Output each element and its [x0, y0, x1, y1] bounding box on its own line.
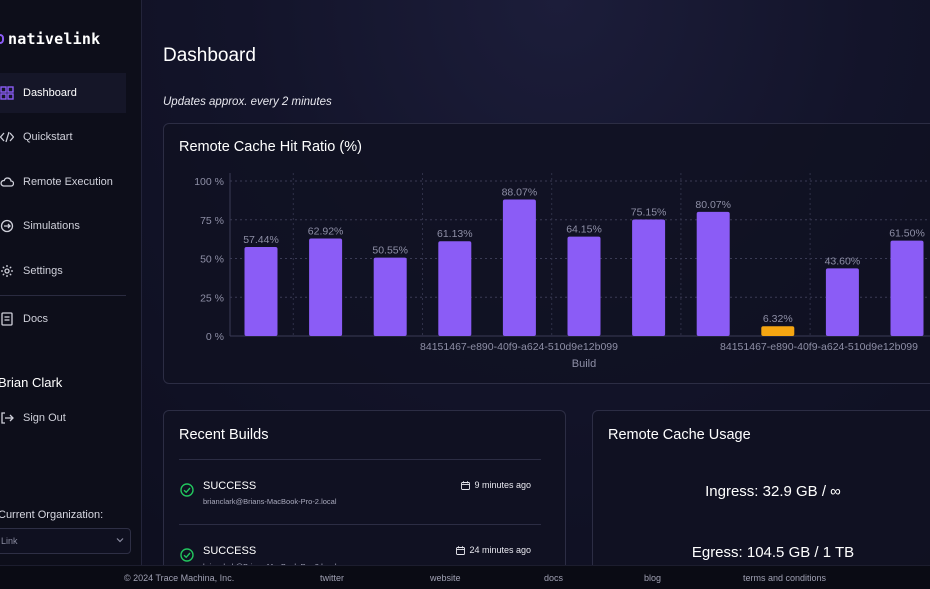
grid-icon — [0, 86, 14, 100]
page-title: Dashboard — [163, 45, 256, 66]
chart-bar — [309, 238, 343, 336]
logo-icon — [0, 34, 4, 44]
user-name: Brian Clark — [0, 375, 63, 390]
egress-value: Egress: 104.5 GB / 1 TB — [691, 544, 855, 561]
sidebar-item-docs[interactable]: Docs — [0, 299, 126, 339]
logo[interactable]: nativelink — [0, 30, 100, 48]
chart-bar — [761, 326, 795, 336]
cache-hit-ratio-chart: 0 % 25 % 50 % 75 % 100 % 57.44% 62.92% 50.55% 61… — [194, 173, 930, 370]
chart-bar — [632, 219, 666, 336]
bar-value-label: 43.60% — [825, 255, 861, 267]
bar-value-label: 64.15% — [566, 224, 602, 236]
bar-value-label: 61.50% — [889, 228, 925, 240]
build-status: SUCCESS — [203, 545, 257, 557]
chart-bar — [438, 241, 472, 336]
chart-bar — [825, 268, 859, 336]
footer-link-website[interactable]: website — [430, 573, 461, 583]
bar-value-label: 88.07% — [502, 186, 538, 198]
sidebar: nativelink Dashboard Quickstart Remote E… — [0, 0, 142, 589]
ingress-value: Ingress: 32.9 GB / ∞ — [705, 483, 841, 500]
sidebar-item-label: Dashboard — [23, 87, 77, 99]
check-circle-icon — [180, 548, 194, 562]
page-subtitle: Updates approx. every 2 minutes — [163, 96, 332, 108]
footer: © 2024 Trace Machina, Inc. twitter websi… — [0, 565, 930, 589]
bar-value-label: 62.92% — [308, 225, 344, 237]
x-axis-title: Build — [572, 358, 596, 370]
cache-usage-title: Remote Cache Usage — [608, 427, 751, 443]
footer-link-blog[interactable]: blog — [644, 573, 662, 583]
bar-value-label: 6.32% — [763, 313, 793, 325]
sidebar-item-simulations[interactable]: Simulations — [0, 206, 126, 246]
build-row[interactable]: SUCCESS brianclark@Brians-MacBook-Pro-2.… — [179, 459, 541, 524]
chart-bar — [244, 246, 278, 336]
y-tick-label: 25 % — [200, 292, 224, 304]
sidebar-item-label: Remote Execution — [23, 176, 113, 188]
sidebar-item-label: Docs — [23, 313, 49, 325]
org-select-value: Link — [1, 536, 18, 546]
chart-bar — [502, 199, 536, 336]
chevron-down-icon — [116, 536, 124, 546]
bar-value-label: 80.07% — [695, 199, 731, 211]
chart-title: Remote Cache Hit Ratio (%) — [179, 139, 362, 155]
y-tick-label: 75 % — [200, 215, 224, 227]
y-tick-label: 0 % — [206, 331, 224, 343]
footer-copyright: © 2024 Trace Machina, Inc. — [124, 573, 235, 583]
sidebar-divider — [0, 295, 126, 296]
logo-text: nativelink — [8, 30, 101, 48]
sign-out-label: Sign Out — [23, 412, 66, 424]
chart-bar — [567, 236, 601, 336]
route-icon — [0, 219, 14, 233]
sidebar-item-label: Quickstart — [23, 131, 73, 143]
calendar-icon — [456, 545, 466, 555]
cache-hit-ratio-card: Remote Cache Hit Ratio (%) 0 % 25 % 50 % 75… — [163, 123, 930, 384]
sidebar-item-dashboard[interactable]: Dashboard — [0, 73, 126, 113]
bar-value-label: 50.55% — [372, 245, 408, 257]
org-label: Current Organization: — [0, 509, 104, 521]
footer-link-docs[interactable]: docs — [544, 573, 564, 583]
bar-value-label: 57.44% — [243, 234, 279, 246]
sidebar-item-remote-execution[interactable]: Remote Execution — [0, 162, 126, 202]
org-select[interactable]: Link — [0, 528, 131, 554]
build-user: brianclark@Brians-MacBook-Pro-2.local — [203, 497, 337, 506]
y-tick-label: 100 % — [194, 176, 224, 188]
chart-bar — [373, 257, 407, 336]
code-icon — [0, 130, 14, 144]
sign-out-button[interactable]: Sign Out — [0, 398, 126, 438]
cache-usage-card: Remote Cache Usage Ingress: 32.9 GB / ∞ … — [592, 410, 930, 589]
x-tick-label: 84151467-e890-40f9-a624-510d9e12b099 — [420, 341, 618, 353]
x-tick-label: 84151467-e890-40f9-a624-510d9e12b099 — [720, 341, 918, 353]
check-circle-icon — [180, 483, 194, 497]
footer-link-twitter[interactable]: twitter — [320, 573, 345, 583]
recent-builds-title: Recent Builds — [179, 427, 269, 443]
build-time: 9 minutes ago — [461, 480, 531, 490]
chart-bar — [696, 211, 730, 336]
footer-link-terms[interactable]: terms and conditions — [743, 573, 827, 583]
gear-icon — [0, 264, 14, 278]
sidebar-item-quickstart[interactable]: Quickstart — [0, 117, 126, 157]
build-time: 24 minutes ago — [456, 545, 531, 555]
sidebar-item-settings[interactable]: Settings — [0, 251, 126, 291]
build-time-label: 24 minutes ago — [469, 545, 531, 555]
build-time-label: 9 minutes ago — [474, 480, 531, 490]
sidebar-item-label: Simulations — [23, 220, 80, 232]
sign-out-icon — [0, 411, 14, 425]
calendar-icon — [461, 480, 471, 490]
recent-builds-card: Recent Builds SUCCESS brianclark@Brians-… — [163, 410, 566, 589]
build-status: SUCCESS — [203, 480, 257, 492]
bar-value-label: 61.13% — [437, 228, 473, 240]
bar-value-label: 75.15% — [631, 207, 667, 219]
chart-bar — [890, 240, 924, 336]
sidebar-item-label: Settings — [23, 265, 63, 277]
y-tick-label: 50 % — [200, 254, 224, 266]
cloud-icon — [0, 175, 14, 189]
document-icon — [0, 312, 14, 326]
